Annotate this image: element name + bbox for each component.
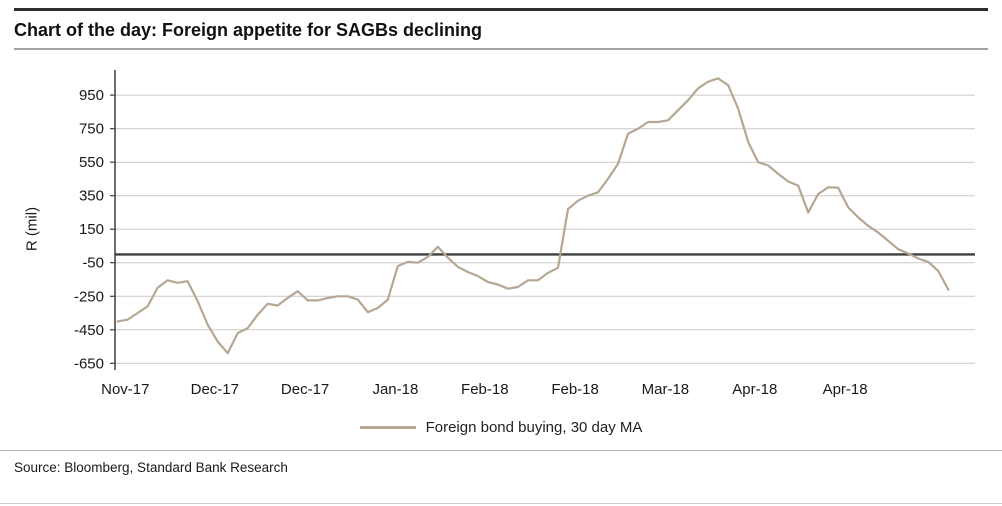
line-chart-canvas: 950 750 550 350 150 -50 -250 -450 -650 Nov-17 Dec-…	[74, 70, 975, 398]
chart-legend: Foreign bond buying, 30 day MA	[0, 419, 1002, 436]
svg-text:150: 150	[79, 221, 104, 238]
svg-text:Nov-17: Nov-17	[101, 381, 149, 398]
svg-text:Dec-17: Dec-17	[191, 381, 239, 398]
svg-text:950: 950	[79, 87, 104, 104]
svg-text:Jan-18: Jan-18	[372, 381, 418, 398]
source-divider	[0, 450, 1002, 451]
svg-text:350: 350	[79, 188, 104, 205]
svg-text:-650: -650	[74, 355, 104, 372]
chart-title: Chart of the day: Foreign appetite for S…	[14, 20, 483, 40]
svg-text:-50: -50	[82, 255, 104, 272]
svg-text:Dec-17: Dec-17	[281, 381, 329, 398]
svg-text:Feb-18: Feb-18	[461, 381, 509, 398]
title-underline	[14, 48, 988, 50]
legend-line-swatch	[359, 426, 416, 429]
top-rule	[14, 8, 988, 11]
svg-text:550: 550	[79, 154, 104, 171]
chart-area: R (mil) 950 750 550 350 150 -50 -250 -450 -650 No…	[0, 60, 1002, 436]
svg-text:Apr-18: Apr-18	[732, 381, 777, 398]
legend-label: Foreign bond buying, 30 day MA	[425, 419, 643, 436]
svg-text:-450: -450	[74, 322, 104, 339]
svg-text:Feb-18: Feb-18	[551, 381, 599, 398]
y-axis-label: R (mil)	[23, 206, 41, 252]
svg-text:Apr-18: Apr-18	[823, 381, 868, 398]
svg-text:750: 750	[79, 121, 104, 138]
svg-text:Mar-18: Mar-18	[642, 381, 690, 398]
bottom-rule	[0, 503, 1002, 504]
source-note: Source: Bloomberg, Standard Bank Researc…	[14, 460, 288, 475]
svg-text:-250: -250	[74, 288, 104, 305]
